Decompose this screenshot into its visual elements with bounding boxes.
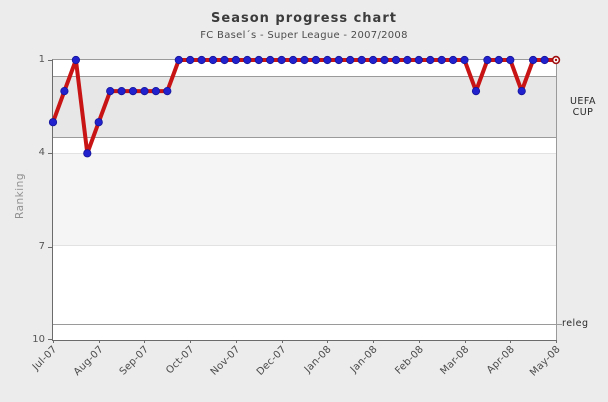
data-point — [60, 86, 69, 96]
x-tick-label-text: Apr-08 — [484, 344, 517, 376]
x-tick-label-text: Jan-08 — [348, 344, 380, 376]
data-point — [186, 55, 195, 65]
data-point — [471, 86, 481, 96]
relegation-line — [53, 324, 562, 325]
data-point — [540, 55, 549, 65]
data-point — [83, 149, 92, 158]
plot-area: UEFA CUP releg 1 4 7 10 Jul-07 Aug-07 Sep-07 Oc… — [31, 54, 595, 379]
data-point — [334, 55, 343, 65]
ranking-line — [51, 58, 558, 156]
data-point — [277, 55, 286, 65]
data-point — [346, 55, 355, 65]
relegation-zone-label: releg — [562, 318, 589, 329]
data-point — [48, 118, 58, 127]
y-axis-title: Ranking — [14, 173, 26, 219]
data-point — [128, 86, 138, 96]
data-point — [528, 55, 538, 65]
data-point — [289, 55, 298, 65]
y-tick-label: 1 — [38, 54, 45, 65]
y-tick-label: 7 — [38, 241, 45, 252]
x-axis-tick — [190, 340, 191, 343]
data-point — [71, 55, 80, 65]
data-point — [357, 55, 366, 65]
x-axis-tick — [556, 340, 557, 343]
data-point — [483, 55, 492, 65]
x-tick-label-text: Jul-07 — [31, 344, 60, 373]
data-point — [254, 55, 263, 65]
data-point — [300, 55, 309, 65]
data-point — [494, 55, 503, 65]
x-axis-tick — [53, 340, 54, 343]
data-point — [448, 55, 458, 65]
x-axis-tick — [99, 340, 100, 343]
data-point — [94, 118, 103, 127]
data-point — [380, 55, 389, 65]
chart-subtitle: FC Basel´s - Super League - 2007/2008 — [200, 30, 408, 41]
x-tick-label-text: Feb-08 — [393, 344, 426, 377]
data-point — [197, 55, 206, 65]
uefa-cup-zone-label: UEFA CUP — [559, 96, 607, 118]
uefa-cup-zone-label-line2: CUP — [572, 107, 594, 118]
x-axis-tick — [419, 340, 420, 343]
x-tick-label-text: Jan-08 — [302, 344, 334, 376]
y-tick-label: 4 — [38, 147, 45, 158]
data-point — [460, 55, 469, 65]
data-point — [220, 55, 229, 65]
x-axis-tick — [373, 340, 374, 343]
data-point — [231, 55, 240, 65]
x-tick-label-text: Oct-07 — [164, 344, 197, 377]
data-point — [311, 55, 320, 65]
x-tick-label-text: Sep-07 — [117, 344, 151, 378]
x-tick-label-text: May-08 — [528, 344, 563, 379]
y-axis-tick — [48, 60, 52, 61]
data-point — [106, 86, 115, 96]
data-point — [506, 55, 515, 65]
y-axis-tick — [48, 247, 52, 248]
x-tick-label-text: Aug-07 — [71, 344, 106, 378]
data-point — [517, 86, 526, 96]
x-axis-tick — [327, 340, 328, 343]
data-point — [266, 55, 275, 65]
data-point — [391, 55, 401, 65]
data-point — [117, 86, 126, 96]
data-point — [163, 86, 172, 96]
data-point — [140, 86, 149, 96]
current-position-marker-dot — [554, 58, 558, 62]
data-point — [426, 55, 435, 65]
x-axis-tick — [236, 340, 237, 343]
data-point — [208, 55, 218, 65]
x-axis-tick — [465, 340, 466, 343]
data-point — [368, 55, 378, 65]
chart-title: Season progress chart — [211, 11, 397, 26]
mid-table-band — [53, 153, 556, 246]
ranking-series — [48, 55, 561, 158]
y-axis-tick — [48, 339, 52, 340]
data-point — [403, 55, 412, 65]
data-point — [437, 55, 446, 65]
y-axis-tick — [48, 153, 52, 154]
data-point — [174, 55, 183, 65]
y-tick-label: 10 — [32, 334, 45, 345]
uefa-cup-zone-label-line1: UEFA — [569, 96, 597, 107]
data-point — [151, 86, 161, 96]
data-point — [243, 55, 252, 65]
x-axis-tick — [144, 340, 145, 343]
data-point — [323, 55, 332, 65]
x-axis-tick — [510, 340, 511, 343]
data-point — [414, 55, 423, 65]
x-tick-label-text: Mar-08 — [438, 344, 472, 378]
x-tick-label-text: Nov-07 — [208, 344, 243, 378]
x-axis-tick — [282, 340, 283, 343]
x-tick-label-text: Dec-07 — [254, 344, 289, 378]
